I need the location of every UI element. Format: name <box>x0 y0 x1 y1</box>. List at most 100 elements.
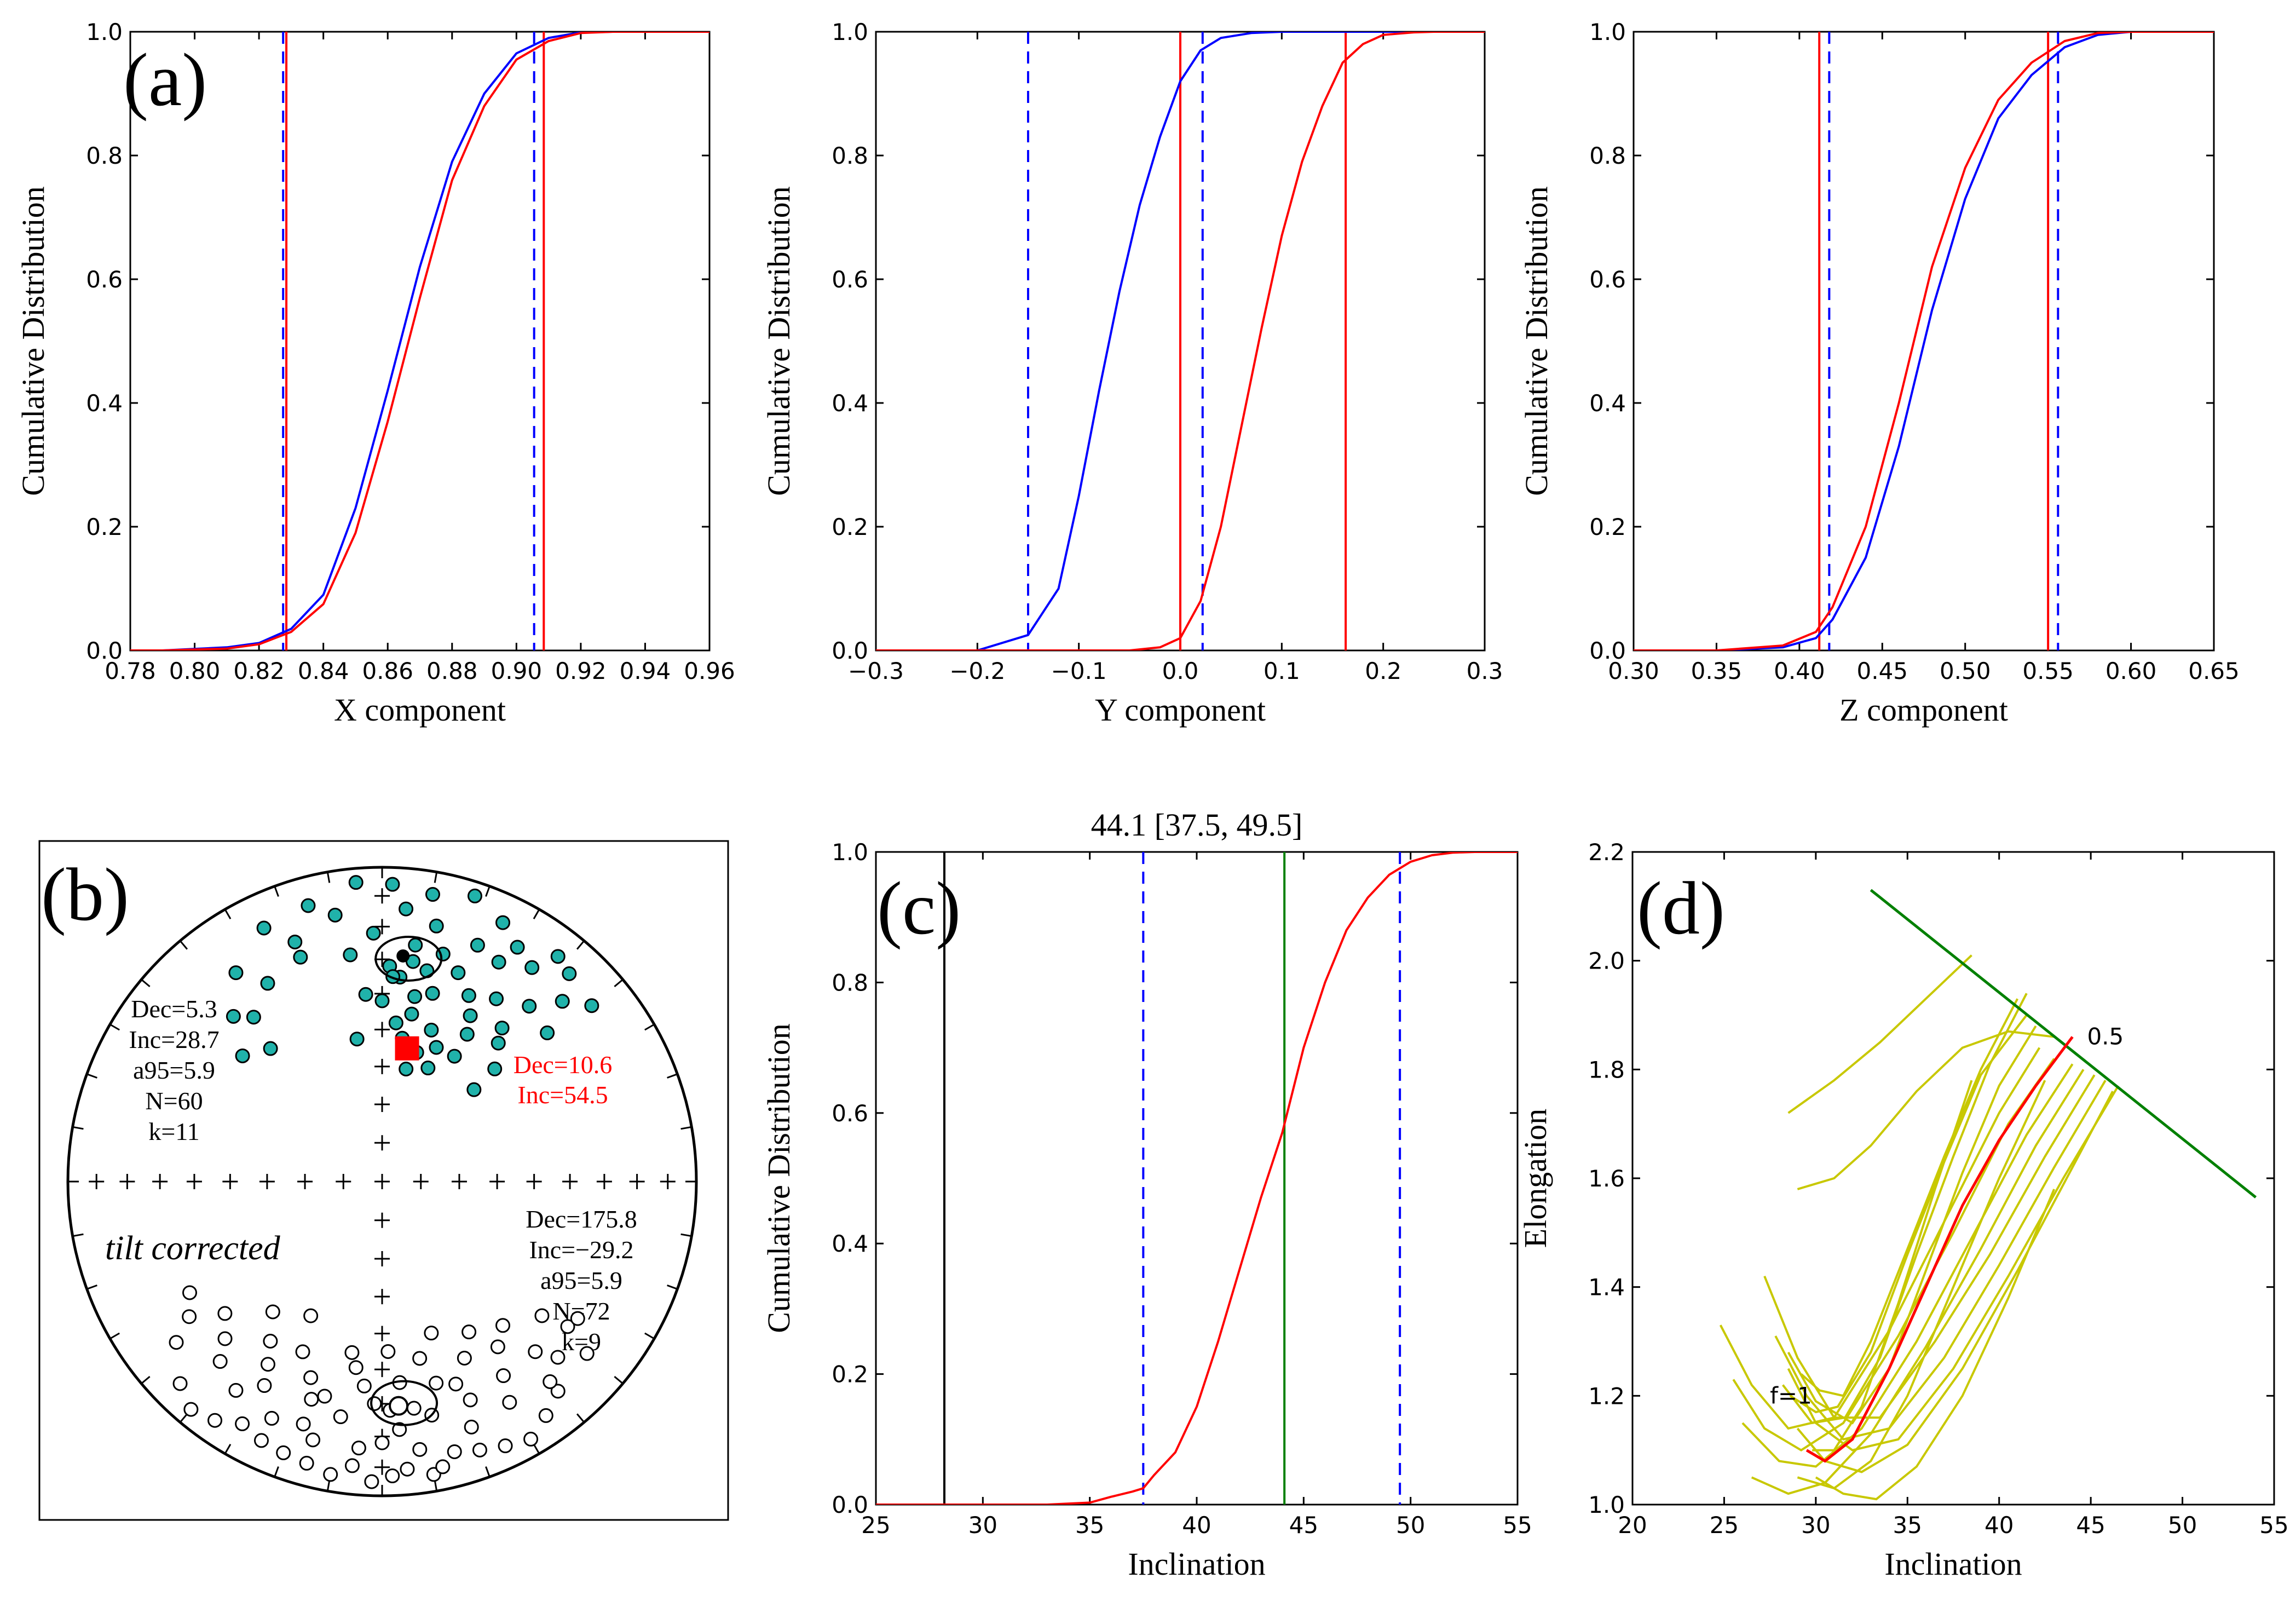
normal-stat: Dec=5.3 <box>131 995 217 1023</box>
x-tick-label: 0.88 <box>426 658 478 684</box>
lower-hemisphere-point <box>287 934 303 949</box>
corrected-stat: Inc=54.5 <box>517 1081 608 1109</box>
azimuth-tick <box>434 1480 438 1491</box>
stereonet-panel: (b) Dec=5.3 Inc=28.7 a95=5.9 N=60 k=11 D… <box>38 840 729 1521</box>
upper-hemisphere-point <box>260 1357 275 1372</box>
grid-cross <box>374 1022 390 1038</box>
azimuth-tick <box>667 1073 678 1079</box>
y-axis-label: Elongation <box>1518 1109 1553 1248</box>
plot-area <box>1719 889 2257 1501</box>
panel-label-c: (c) <box>877 866 961 950</box>
grid-cross <box>451 1174 467 1189</box>
x-tick-label: 0.60 <box>2105 658 2157 684</box>
upper-hemisphere-point <box>534 1308 550 1323</box>
normal-stat: N=60 <box>145 1087 203 1115</box>
azimuth-tick <box>274 886 279 897</box>
x-tick-label: −0.2 <box>949 658 1005 684</box>
azimuth-tick <box>485 886 491 897</box>
lower-hemisphere-point <box>301 898 316 913</box>
azimuth-tick <box>72 1126 84 1130</box>
azimuth-tick <box>224 1444 232 1454</box>
chart-title: 44.1 [37.5, 49.5] <box>1091 807 1303 843</box>
cdf-series-line <box>1634 32 2214 650</box>
highlight-curve <box>1805 1036 2074 1463</box>
x-tick-label: 0.94 <box>620 658 671 684</box>
x-tick-label: 20 <box>1618 1512 1647 1539</box>
x-tick-label: 45 <box>2076 1512 2105 1539</box>
azimuth-tick <box>141 1375 151 1385</box>
lower-hemisphere-point <box>510 940 525 955</box>
upper-hemisphere-point <box>412 1351 428 1366</box>
upper-hemisphere-point <box>264 1410 279 1426</box>
plot-frame <box>129 31 711 652</box>
y-tick-label: 0.4 <box>832 1230 868 1257</box>
upper-hemisphere-point <box>364 1474 379 1489</box>
x-tick-label: 0.2 <box>1365 658 1401 684</box>
x-tick-label: 0.3 <box>1467 658 1503 684</box>
lower-hemisphere-point <box>343 947 358 963</box>
lower-hemisphere-point <box>399 901 414 917</box>
x-axis-label: Z component <box>1839 692 2008 728</box>
upper-hemisphere-point <box>257 1378 272 1393</box>
lower-hemisphere-point <box>429 918 444 934</box>
grid-cross <box>89 1174 105 1189</box>
upper-hemisphere-point <box>351 1441 366 1456</box>
upper-hemisphere-point <box>550 1384 566 1399</box>
y-axis-label: Cumulative Distribution <box>761 186 797 496</box>
y-tick-label: 1.0 <box>832 839 868 866</box>
upper-hemisphere-point <box>356 1378 372 1393</box>
corrected-stats: Dec=10.6 Inc=54.5 <box>514 1051 613 1109</box>
lower-hemisphere-point <box>385 877 400 892</box>
chart-inclination-cdf: (c) 25 30 35 40 45 50 55 0.0 0.2 0.4 0.6 0.8 1.0 Incl… <box>761 807 1532 1582</box>
azimuth-tick <box>72 1233 84 1237</box>
lower-hemisphere-point <box>425 887 440 902</box>
chart-x-component: (a) 0.78 0.80 0.82 0.84 0.86 0.88 0.90 0.92 0.94… <box>15 19 735 728</box>
cdf-series-line <box>876 32 1485 650</box>
grid-cross <box>297 1174 313 1189</box>
x-tick-label: 45 <box>1289 1512 1318 1539</box>
y-tick-label: 1.0 <box>1588 1491 1625 1518</box>
chart-z-component: 0.30 0.35 0.40 0.45 0.50 0.55 0.60 0.65 0.0 0.2 0.… <box>1519 19 2240 728</box>
y-tick-label: 0.6 <box>86 266 123 293</box>
upper-hemisphere-point <box>550 1350 566 1365</box>
bootstrap-curve <box>1719 1047 2041 1430</box>
grid-cross <box>374 1459 390 1475</box>
x-tick-label: 0.86 <box>362 658 413 684</box>
x-tick-label: 0.55 <box>2022 658 2074 684</box>
grid-cross <box>259 1174 275 1189</box>
bootstrap-curve <box>1741 1063 2074 1468</box>
lower-hemisphere-point <box>461 988 476 1003</box>
x-tick-label: 0.96 <box>684 658 735 684</box>
y-tick-label: 0.0 <box>86 637 123 664</box>
x-tick-label: −0.1 <box>1051 658 1107 684</box>
lower-hemisphere-point <box>235 1048 250 1063</box>
upper-hemisphere-point <box>457 1351 472 1366</box>
lower-hemisphere-point <box>348 875 364 890</box>
bootstrap-curve <box>1797 1080 2046 1490</box>
reverse-stat: Inc=−29.2 <box>529 1236 633 1264</box>
azimuth-tick <box>224 909 232 919</box>
upper-hemisphere-point <box>253 1433 269 1448</box>
lower-hemisphere-point <box>293 949 308 965</box>
upper-hemisphere-point <box>448 1376 464 1392</box>
lower-hemisphere-point <box>495 915 511 930</box>
grid-cross <box>152 1174 168 1189</box>
upper-hemisphere-point <box>344 1345 360 1360</box>
azimuth-tick <box>109 1023 120 1031</box>
grid-cross <box>660 1174 676 1189</box>
y-tick-label: 0.6 <box>832 1100 868 1127</box>
y-tick-label: 0.8 <box>832 969 868 996</box>
y-tick-label: 2.0 <box>1588 948 1625 975</box>
bootstrap-curve <box>1787 954 1972 1114</box>
plot-area <box>1634 32 2214 650</box>
grid-cross <box>413 1174 429 1189</box>
bootstrap-curve <box>1763 1074 2096 1419</box>
upper-hemisphere-point <box>348 1360 364 1375</box>
lower-hemisphere-point <box>256 920 272 936</box>
grid-cross <box>222 1174 238 1189</box>
grid-cross <box>374 1097 390 1113</box>
y-tick-label: 0.8 <box>832 142 868 169</box>
cdf-series-line <box>130 32 709 650</box>
lower-hemisphere-point <box>463 1008 478 1023</box>
